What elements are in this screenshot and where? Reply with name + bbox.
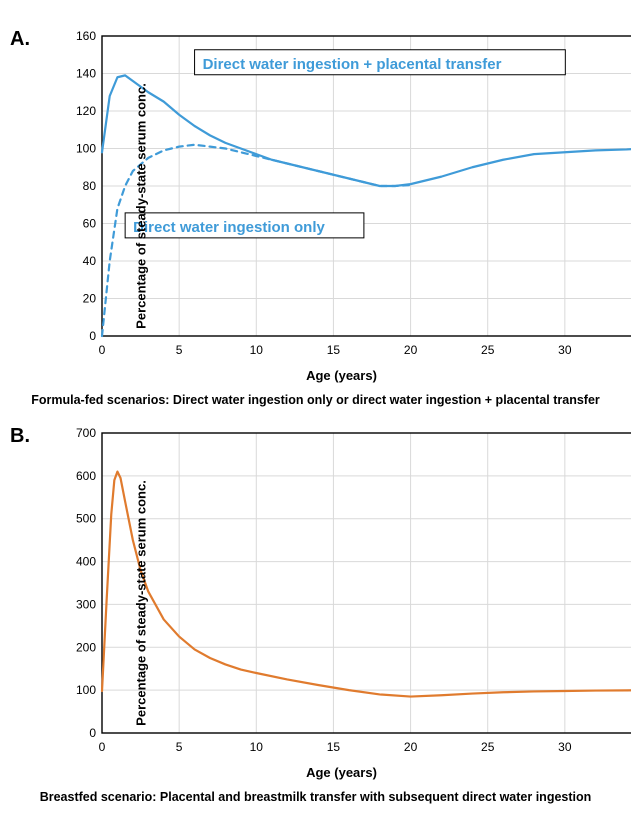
svg-text:5: 5 — [176, 740, 183, 754]
panel-a-chart: Percentage of steady-state serum conc. 0… — [62, 28, 621, 383]
svg-text:20: 20 — [404, 343, 418, 357]
svg-text:100: 100 — [76, 683, 96, 697]
svg-text:30: 30 — [558, 343, 572, 357]
svg-text:10: 10 — [250, 343, 264, 357]
panel-b-caption: Breastfed scenario: Placental and breast… — [10, 790, 621, 804]
svg-text:80: 80 — [83, 179, 97, 193]
svg-text:120: 120 — [76, 104, 96, 118]
svg-text:25: 25 — [481, 343, 495, 357]
svg-text:20: 20 — [404, 740, 418, 754]
panel-a-ylabel: Percentage of steady-state serum conc. — [133, 83, 148, 329]
svg-text:100: 100 — [76, 142, 96, 156]
svg-text:0: 0 — [99, 343, 106, 357]
svg-text:40: 40 — [83, 254, 97, 268]
svg-text:0: 0 — [89, 329, 96, 343]
svg-text:500: 500 — [76, 512, 96, 526]
panel-b-letter: B. — [10, 425, 30, 448]
svg-text:Direct water ingestion only: Direct water ingestion only — [133, 219, 325, 236]
svg-text:Direct water ingestion + place: Direct water ingestion + placental trans… — [203, 56, 502, 73]
panel-b-ylabel: Percentage of steady-state serum conc. — [133, 480, 148, 726]
svg-text:700: 700 — [76, 426, 96, 440]
svg-text:160: 160 — [76, 29, 96, 43]
svg-text:60: 60 — [83, 217, 97, 231]
svg-text:20: 20 — [83, 292, 97, 306]
svg-text:5: 5 — [176, 343, 183, 357]
svg-text:400: 400 — [76, 555, 96, 569]
svg-text:200: 200 — [76, 640, 96, 654]
panel-a: A. Percentage of steady-state serum conc… — [10, 28, 621, 407]
svg-text:25: 25 — [481, 740, 495, 754]
svg-text:600: 600 — [76, 469, 96, 483]
svg-text:15: 15 — [327, 740, 341, 754]
panel-a-caption: Formula-fed scenarios: Direct water inge… — [10, 393, 621, 407]
svg-text:0: 0 — [89, 726, 96, 740]
svg-text:15: 15 — [327, 343, 341, 357]
svg-text:140: 140 — [76, 67, 96, 81]
panel-b: B. Percentage of steady-state serum conc… — [10, 425, 621, 804]
svg-text:300: 300 — [76, 597, 96, 611]
panel-a-xlabel: Age (years) — [62, 368, 621, 383]
panel-a-letter: A. — [10, 28, 30, 51]
svg-text:0: 0 — [99, 740, 106, 754]
panel-b-chart: Percentage of steady-state serum conc. 0… — [62, 425, 621, 780]
svg-text:10: 10 — [250, 740, 264, 754]
svg-text:30: 30 — [558, 740, 572, 754]
panel-b-xlabel: Age (years) — [62, 765, 621, 780]
